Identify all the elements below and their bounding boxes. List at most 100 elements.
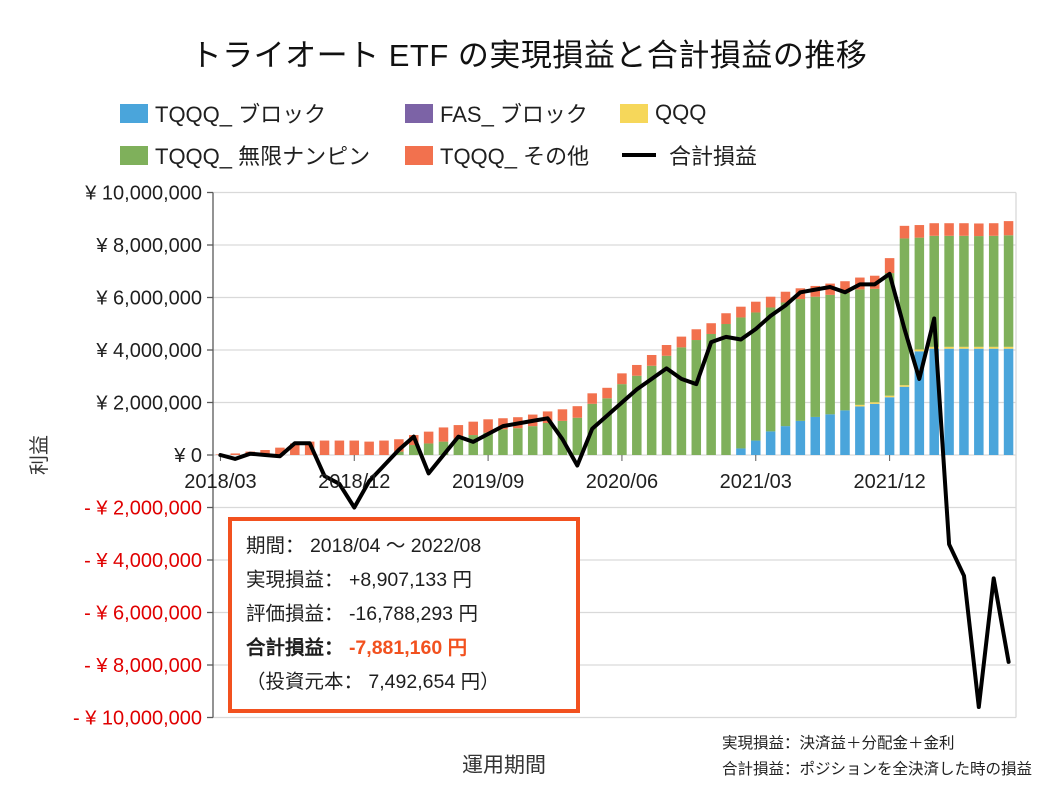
bar-segment	[260, 450, 270, 455]
legend-label: 合計損益	[669, 144, 758, 169]
bar-segment	[899, 386, 910, 455]
bar-segment	[453, 425, 464, 439]
bar-segment	[959, 348, 969, 455]
bar-segment	[825, 414, 835, 455]
bars	[215, 221, 1014, 455]
legend-label: TQQQ_ ブロック	[155, 102, 327, 127]
bar-segment	[602, 398, 612, 455]
bar-segment	[483, 419, 493, 433]
bar-segment	[869, 288, 880, 403]
bar-segment	[751, 440, 761, 455]
bar-segment	[974, 236, 984, 347]
bar-segment	[974, 348, 984, 455]
total-line-row: 合計損益： -7,881,160 円	[246, 631, 562, 665]
bar-segment	[825, 294, 835, 415]
bar-segment	[959, 346, 969, 349]
bar-segment	[230, 453, 241, 455]
bar-segment	[632, 364, 642, 376]
bar-segment	[706, 333, 716, 455]
bar-segment	[1003, 221, 1014, 236]
y-tick-label: - ¥ 8,000,000	[84, 655, 202, 677]
realized-line: 実現損益： +8,907,133 円	[246, 563, 562, 597]
bar-segment	[795, 299, 806, 421]
legend-label: FAS_ ブロック	[440, 102, 588, 127]
bar-segment	[394, 451, 404, 455]
bar-segment	[691, 340, 702, 455]
total-profit-line	[218, 271, 1011, 709]
bar-segment	[587, 393, 597, 404]
bar-segment	[409, 445, 419, 455]
bar-segment	[914, 349, 925, 352]
bar-segment	[706, 323, 716, 334]
bar-segment	[884, 397, 895, 455]
bar-segment	[617, 384, 627, 455]
bar-segment	[959, 235, 969, 347]
bar-segment	[974, 346, 984, 349]
x-tick-label: 2020/06	[586, 471, 658, 493]
bar-segment	[751, 301, 761, 313]
bar-segment	[721, 324, 731, 455]
legend-label: QQQ	[655, 100, 707, 125]
period-line: 期間： 2018/04 ～ 2022/08	[246, 529, 562, 563]
bar-segment	[304, 441, 315, 455]
bar-segment	[869, 402, 880, 404]
bar-segment	[319, 440, 330, 455]
bar-segment	[899, 238, 910, 386]
bar-segment	[855, 404, 865, 407]
bar-segment	[780, 426, 791, 455]
bar-segment	[974, 223, 984, 237]
legend-item-tqqq-nanpin: TQQQ_ 無限ナンピン	[120, 143, 370, 169]
bar-segment	[869, 403, 880, 455]
bar-segment	[438, 441, 449, 455]
bar-segment	[542, 422, 553, 455]
y-tick-label: - ¥ 4,000,000	[84, 550, 202, 572]
legend-item-tqqq-block: TQQQ_ ブロック	[120, 101, 326, 127]
footnotes: 実現損益：決済益＋分配金＋金利 合計損益：ポジションを全決済した時の損益	[722, 731, 1032, 783]
bar-segment	[899, 225, 910, 239]
bar-segment	[483, 432, 493, 455]
bar-segment	[676, 347, 687, 455]
total-value: -7,881,160 円	[348, 637, 468, 659]
bar-segment	[899, 385, 910, 387]
bar-segment	[840, 281, 850, 294]
bar-segment	[498, 429, 508, 455]
y-tick-label: - ¥ 10,000,000	[73, 708, 202, 730]
bar-segment	[736, 448, 746, 455]
bar-segment	[691, 329, 702, 341]
bar-segment	[453, 438, 464, 455]
bar-segment	[468, 435, 478, 455]
bar-segment	[736, 306, 746, 318]
bar-segment	[572, 417, 583, 455]
bar-segment	[988, 223, 999, 236]
total-label: 合計損益：	[246, 637, 344, 659]
bar-segment	[423, 443, 434, 455]
y-tick-label: ¥ 2,000,000	[95, 393, 202, 415]
period-label: 期間：	[246, 535, 305, 557]
x-tick-label: 2021/12	[853, 471, 925, 493]
bar-segment	[349, 440, 360, 455]
bar-segment	[736, 317, 746, 449]
x-axis-title: 運用期間	[462, 754, 546, 777]
bar-segment	[884, 258, 895, 274]
bar-segment	[275, 447, 285, 455]
bar-segment	[810, 296, 820, 417]
bar-segment	[468, 421, 478, 436]
summary-info-box: 期間： 2018/04 ～ 2022/08 実現損益： +8,907,133 円…	[228, 517, 580, 713]
y-tick-label: - ¥ 2,000,000	[84, 498, 202, 520]
bar-segment	[661, 345, 672, 356]
legend-swatch-blue-icon	[120, 103, 148, 123]
bar-segment	[810, 416, 820, 455]
bar-segment	[661, 355, 672, 455]
valuation-line: 評価損益： -16,788,293 円	[246, 597, 562, 631]
bar-segment	[765, 431, 776, 455]
legend-line-sample-icon	[622, 153, 656, 157]
bar-segment	[557, 409, 568, 421]
legend-item-qqq: QQQ	[620, 100, 707, 125]
bar-segment	[617, 373, 627, 385]
bar-segment	[751, 312, 761, 441]
bar-segment	[1003, 348, 1014, 455]
legend-swatch-purple-icon	[405, 103, 433, 123]
bar-segment	[914, 225, 925, 238]
